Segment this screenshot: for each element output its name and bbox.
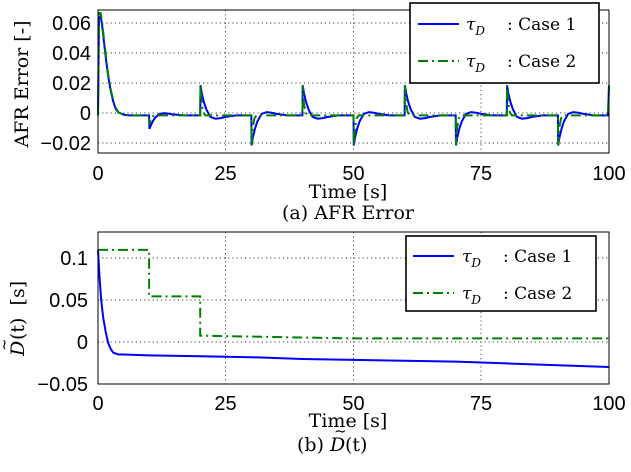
panel-b-xlabel: Time [s]: [309, 410, 388, 432]
panel-a-ytick-label: 0: [80, 103, 91, 125]
panel-a-legend-text-case-1: : Case 1: [507, 15, 576, 35]
panel-a-afr-error: 0 25 50 75 100 −0.02 0 0.02 0.04 0.06 AF…: [11, 2, 626, 224]
panel-a-ytick-label: 0.06: [52, 13, 91, 35]
panel-b-series-case-1-line: [97, 249, 610, 368]
panel-b-legend: τD : Case 1 τD : Case 2: [405, 235, 597, 312]
panel-a-lines: [97, 12, 610, 146]
panel-b-ylabel: D ~ (t) [s]: [0, 281, 29, 357]
panel-a-legend-label-case-2: τD: [466, 52, 485, 75]
panel-b-legend-label-case-2: τD: [462, 284, 481, 307]
panel-a-ytick-label: 0.04: [52, 43, 91, 65]
panel-a-xtick-label: 100: [592, 163, 625, 185]
panel-a-xtick-label: 75: [470, 163, 492, 185]
panel-b-plot-frame: [97, 231, 610, 385]
panel-b-caption-prefix: (b): [297, 434, 324, 456]
panel-b-ytick-label: 0.05: [49, 290, 88, 312]
panel-b-ytick-label: 0: [77, 332, 88, 354]
panel-b-ytick-label: 0.1: [60, 248, 88, 270]
panel-b-yticks: −0.05 0 0.05 0.1: [37, 248, 88, 396]
panel-a-yticks: −0.02 0 0.02 0.04 0.06: [40, 13, 91, 155]
panel-a-legend: τD : Case 1 τD : Case 2: [409, 2, 600, 84]
panel-b-legend-text-case-2: : Case 2: [503, 284, 572, 304]
panel-b-legend-text-case-1: : Case 1: [503, 247, 572, 267]
panel-a-ytick-label: −0.02: [40, 133, 91, 155]
panel-a-legend-label-case-1: τD: [466, 15, 485, 38]
panel-a-xlabel: Time [s]: [309, 181, 388, 203]
panel-b-lines: [97, 248, 610, 368]
panel-b-series-case-2-line: [98, 248, 609, 340]
panel-b-legend-label-case-1: τD: [462, 247, 481, 270]
panel-a-plot-frame: [97, 9, 610, 154]
panel-a-legend-text-case-2: : Case 2: [507, 52, 576, 72]
panel-b-caption-tilde: ~: [334, 422, 347, 440]
panel-a-legend-box: [409, 2, 600, 84]
panel-b-caption-suffix: (t): [345, 434, 367, 456]
panel-a-xtick-label: 50: [342, 163, 364, 185]
panel-a-ytick-label: 0.02: [52, 73, 91, 95]
panel-b-ylabel-symbol: D: [7, 341, 29, 357]
panel-b-caption-symbol: D: [329, 434, 345, 456]
panel-a-xtick-label: 25: [214, 163, 236, 185]
panel-b-xtick-label: 100: [592, 393, 625, 415]
panel-a-xtick-label: 0: [92, 163, 103, 185]
panel-b-xtick-label: 50: [342, 393, 364, 415]
panel-a-series-case-2-line: [97, 12, 610, 146]
panel-b-xtick-label: 25: [214, 393, 236, 415]
panel-b-delay-estimate: 0 25 50 75 100 −0.05 0 0.05 0.1 D ~ (t) …: [0, 231, 626, 456]
panel-a-xticks: 0 25 50 75 100: [92, 163, 625, 185]
panel-b-legend-box: [405, 235, 597, 312]
panel-a-ylabel: AFR Error [-]: [11, 20, 33, 148]
panel-b-xtick-label: 0: [92, 393, 103, 415]
panel-b-ylabel-tilde: ~: [0, 338, 13, 351]
panel-b-xticks: 0 25 50 75 100: [92, 393, 625, 415]
panel-b-caption: (b) D ~ (t): [297, 422, 367, 456]
panel-b-ylabel-suffix: (t) [s]: [7, 281, 29, 340]
panel-a-caption: (a) AFR Error: [282, 202, 415, 224]
panel-b-xtick-label: 75: [470, 393, 492, 415]
panel-b-ytick-label: −0.05: [37, 374, 88, 396]
